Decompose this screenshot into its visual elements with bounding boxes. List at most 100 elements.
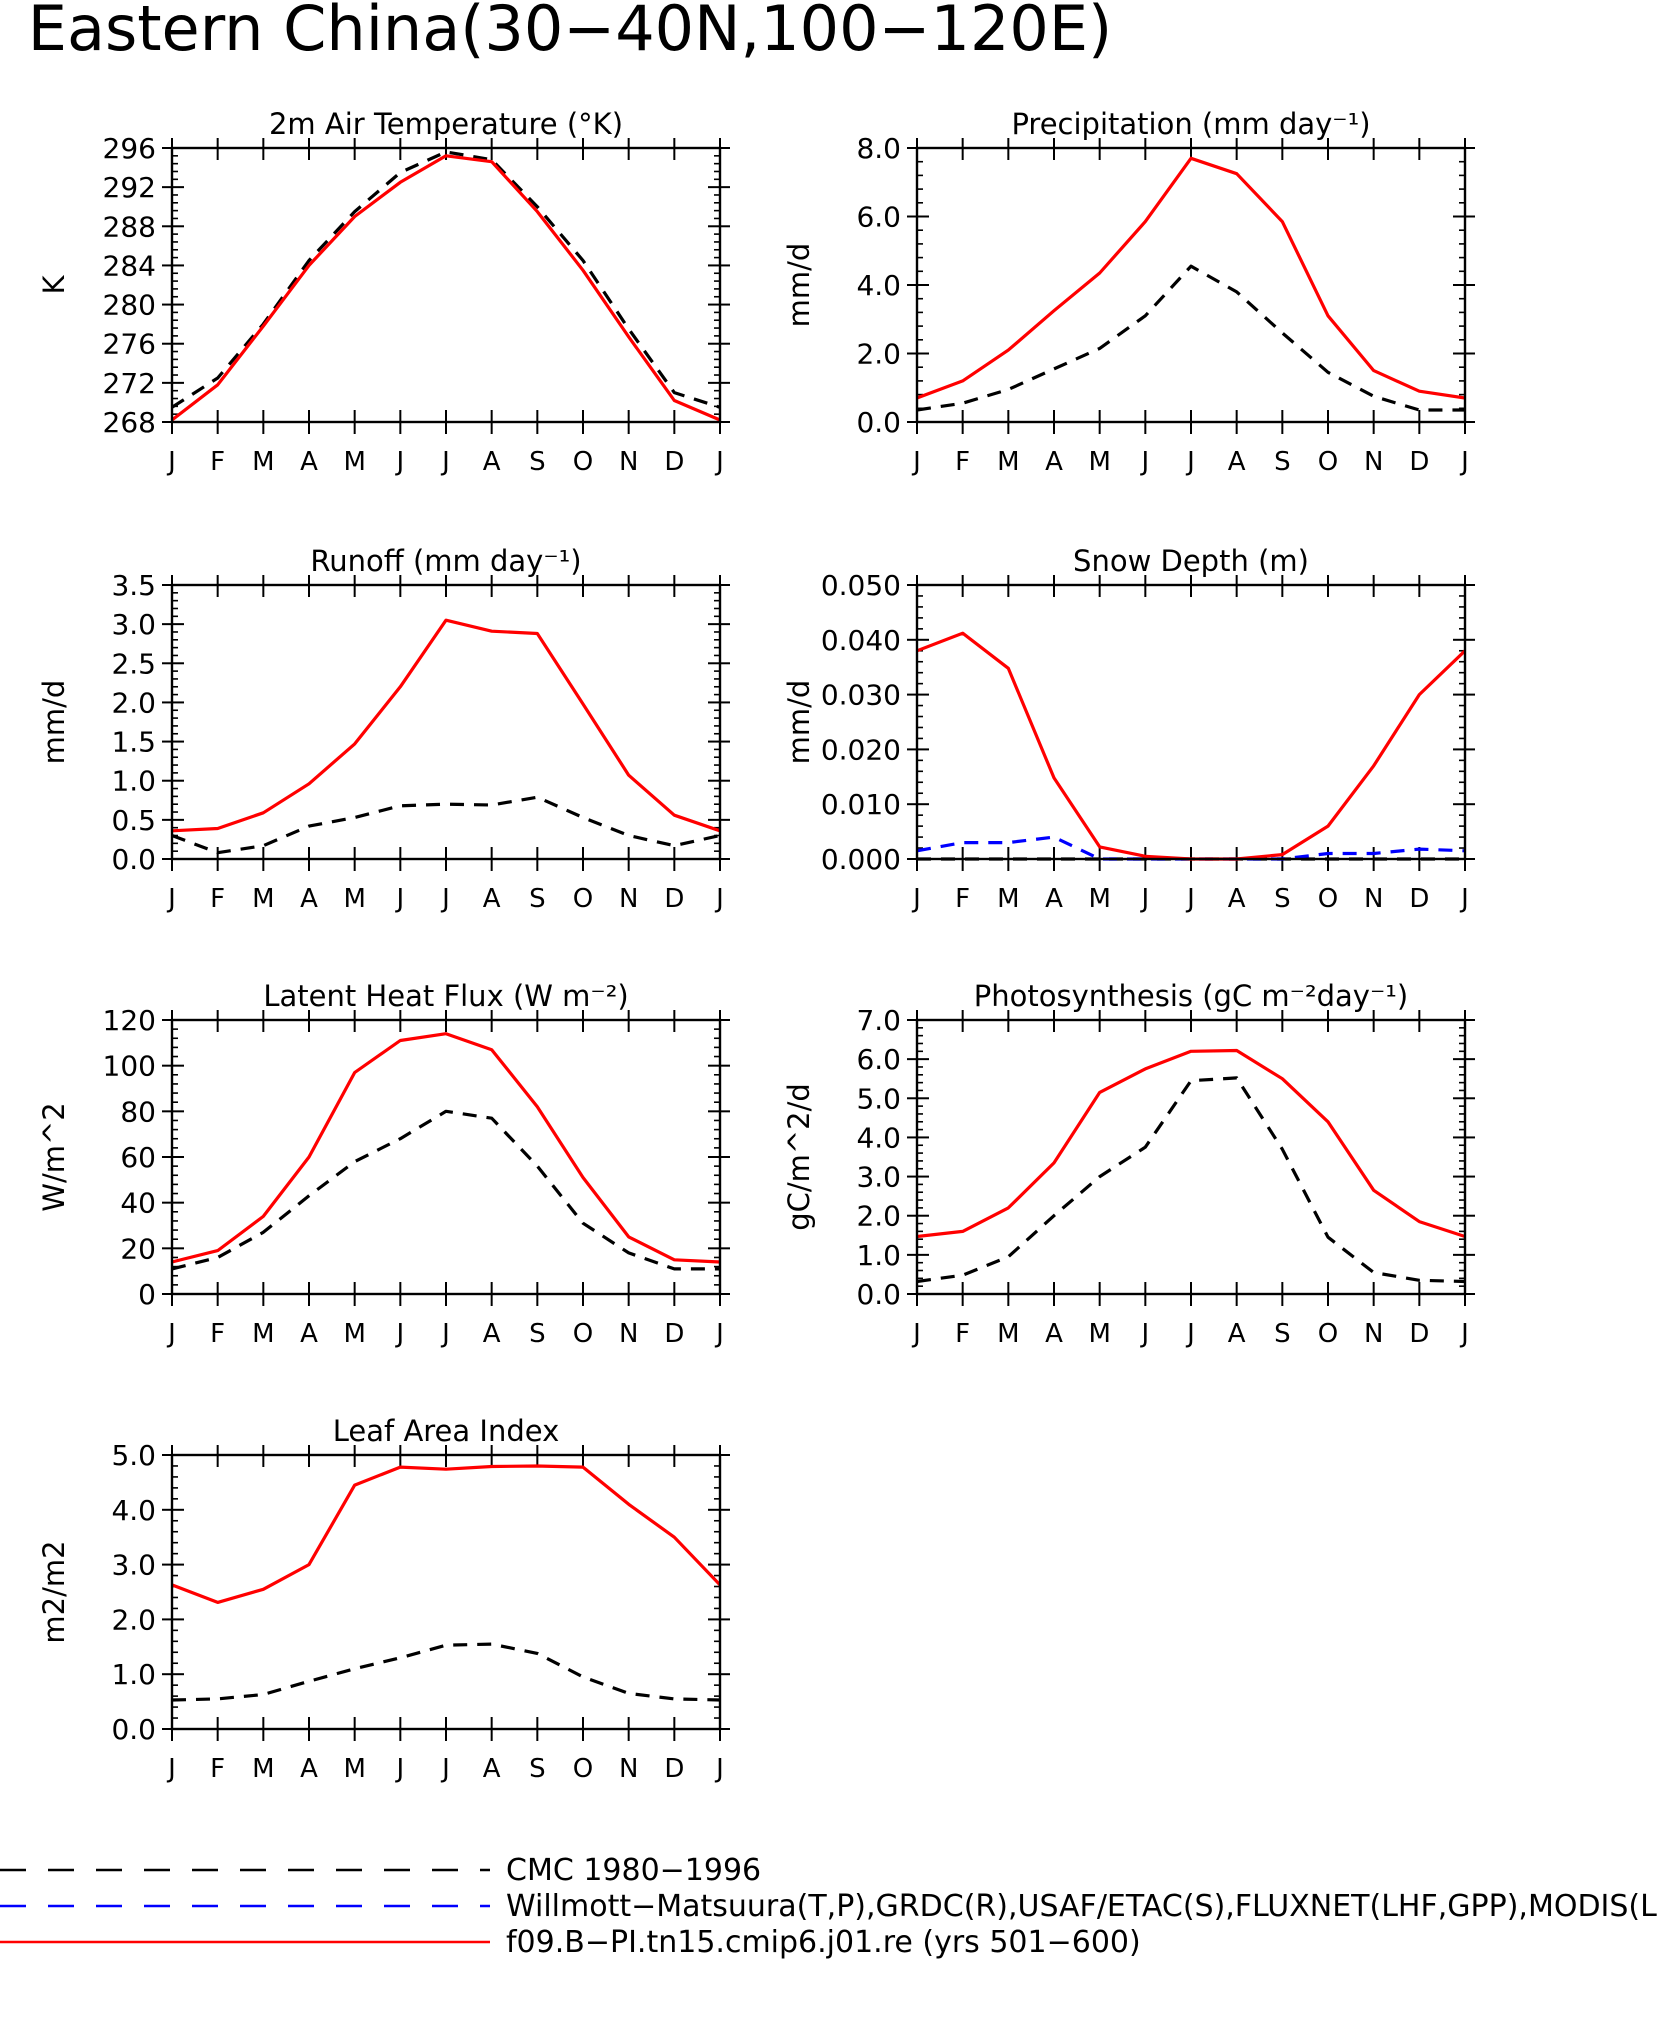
x-tick-label: D [1409,884,1429,914]
x-tick-label: J [394,447,404,477]
panel-title: Photosynthesis (gC m⁻²day⁻¹) [974,979,1408,1013]
x-tick-label: J [394,1319,404,1349]
x-tick-label: M [1088,1319,1110,1349]
y-tick-label: 0.010 [821,788,901,821]
x-tick-label: D [664,884,684,914]
x-tick-label: O [1318,884,1338,914]
x-tick-label: F [210,1754,225,1784]
x-tick-label: A [483,1319,501,1349]
x-tick-label: M [252,447,274,477]
legend-entry-2: Willmott−Matsuura(T,P),GRDC(R),USAF/ETAC… [0,1889,1657,1924]
y-tick-label: 268 [103,406,156,439]
x-tick-label: N [1364,447,1383,477]
y-tick-label: 4.0 [856,1121,901,1154]
x-tick-label: J [1459,884,1469,914]
y-tick-label: 7.0 [856,1004,901,1037]
x-tick-label: F [955,884,970,914]
panel-title: Runoff (mm day⁻¹) [310,544,581,578]
legend: CMC 1980−1996Willmott−Matsuura(T,P),GRDC… [0,1853,1657,1960]
x-tick-label: S [1274,447,1291,477]
y-axis-label: mm/d [782,243,816,328]
x-tick-label: M [997,884,1019,914]
x-tick-label: N [619,1754,638,1784]
x-tick-label: M [252,884,274,914]
y-axis-label: W/m^2 [37,1102,71,1211]
y-tick-label: 3.0 [111,1549,156,1582]
y-tick-label: 272 [103,367,156,400]
y-tick-label: 20 [120,1232,156,1265]
series-line [917,631,1465,861]
y-tick-label: 0.040 [821,624,901,657]
y-axis-label: mm/d [782,680,816,765]
y-tick-label: 292 [103,171,156,204]
x-tick-label: A [483,447,501,477]
chart-panel-1: 2m Air Temperature (°K) K 268 272 276 280 284 2… [37,107,730,477]
x-tick-label: J [166,1319,176,1349]
plot-frame [170,1018,722,1296]
plot-frame [915,583,1467,861]
chart-panel-4: Snow Depth (m) mm/d 0.000 0.010 0.020 0.030 0.… [782,544,1475,914]
x-tick-label: A [1228,884,1246,914]
x-tick-label: J [1459,447,1469,477]
x-tick-label: D [664,1754,684,1784]
y-tick-label: 80 [120,1095,156,1128]
plot-frame [170,583,722,861]
y-tick-label: 2.0 [856,338,901,371]
series-line [172,1032,720,1264]
y-axis-label: m2/m2 [37,1540,71,1643]
x-tick-label: M [343,1319,365,1349]
x-tick-label: A [300,884,318,914]
x-tick-label: J [440,447,450,477]
legend-entry-1: CMC 1980−1996 [0,1853,761,1888]
x-tick-label: A [300,1754,318,1784]
series-line [917,264,1465,412]
x-tick-label: J [440,1754,450,1784]
x-tick-label: J [911,447,921,477]
x-tick-label: F [955,447,970,477]
series-line [917,1076,1465,1284]
y-tick-label: 6.0 [856,1043,901,1076]
x-tick-label: A [1228,447,1246,477]
x-tick-label: A [300,1319,318,1349]
chart-panel-6: Photosynthesis (gC m⁻²day⁻¹) gC/m^2/d 0.0 1… [782,979,1475,1349]
x-tick-label: M [343,447,365,477]
x-tick-label: M [997,1319,1019,1349]
x-tick-label: J [440,884,450,914]
figure-title: Eastern China(30−40N,100−120E) [28,0,1112,65]
x-tick-label: J [714,1754,724,1784]
legend-entry-3: f09.B−PI.tn15.cmip6.j01.re (yrs 501−600) [0,1925,1141,1960]
y-axis-label: mm/d [37,680,71,765]
y-tick-label: 100 [103,1050,156,1083]
x-tick-label: N [619,884,638,914]
y-tick-label: 5.0 [856,1082,901,1115]
y-tick-label: 2.0 [856,1200,901,1233]
y-tick-label: 0.030 [821,679,901,712]
panel-title: Latent Heat Flux (W m⁻²) [263,979,628,1013]
x-tick-label: N [1364,884,1383,914]
x-tick-label: F [210,1319,225,1349]
plot-frame [170,146,722,424]
x-tick-label: J [1185,447,1195,477]
legend-label: Willmott−Matsuura(T,P),GRDC(R),USAF/ETAC… [506,1889,1657,1924]
x-tick-label: O [573,1754,593,1784]
chart-panel-5: Latent Heat Flux (W m⁻²) W/m^2 0 20 40 60 80 10… [37,979,730,1349]
x-tick-label: S [529,1319,546,1349]
y-tick-label: 2.0 [111,686,156,719]
x-tick-label: D [1409,1319,1429,1349]
x-tick-label: J [1139,884,1149,914]
y-tick-label: 3.5 [111,569,156,602]
x-tick-label: J [1185,884,1195,914]
y-tick-label: 1.5 [111,726,156,759]
y-axis-label: gC/m^2/d [782,1083,816,1231]
y-tick-label: 4.0 [856,269,901,302]
y-tick-label: 2.5 [111,647,156,680]
series-line [172,154,720,422]
y-tick-label: 1.0 [111,1658,156,1691]
x-tick-label: M [252,1319,274,1349]
series-line [172,150,720,409]
x-tick-label: S [529,447,546,477]
y-tick-label: 4.0 [111,1494,156,1527]
y-tick-label: 1.0 [111,765,156,798]
x-tick-label: S [1274,1319,1291,1349]
y-tick-label: 3.0 [111,608,156,641]
